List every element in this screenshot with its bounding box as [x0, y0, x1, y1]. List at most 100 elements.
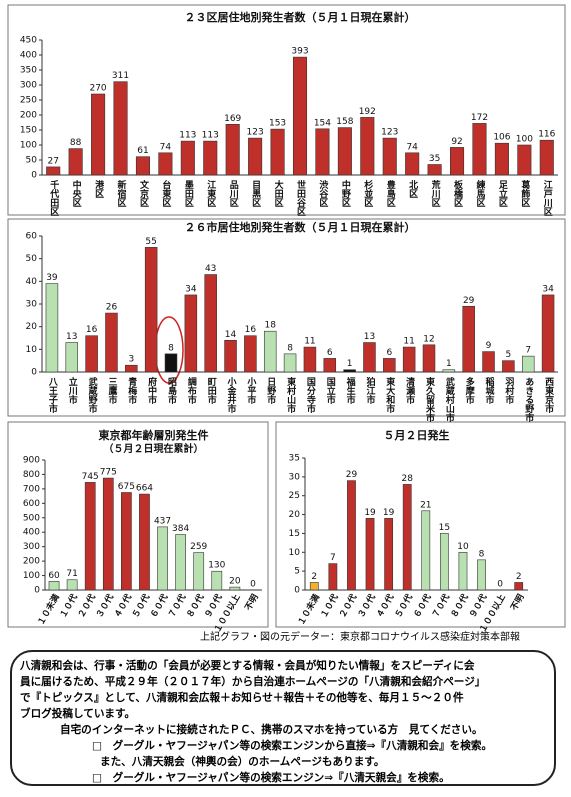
bar — [422, 344, 436, 373]
bar — [360, 117, 375, 176]
bar — [121, 492, 132, 591]
bar — [91, 93, 106, 176]
x-tick-label: 荒川区 — [430, 179, 442, 207]
data-label: 43 — [205, 264, 216, 274]
x-tick-label: 豊島区 — [385, 179, 396, 207]
data-label: 20 — [229, 577, 241, 587]
bar — [66, 579, 78, 591]
bar — [48, 581, 60, 591]
bar — [450, 147, 465, 176]
x-tick-label: 大田区 — [273, 179, 284, 207]
notice-line: で『トピックス』として、八清親和会広報＋お知らせ＋報告＋その他等を、毎月１５～２… — [20, 692, 464, 704]
bar — [135, 156, 150, 176]
data-label: 16 — [86, 325, 98, 335]
y-tick-label: 50 — [26, 156, 38, 166]
source: 上記グラフ・図の元データー：東京都コロナウイルス感染症対策本部報 — [200, 632, 520, 643]
data-label: 169 — [224, 114, 241, 124]
bar — [105, 312, 118, 373]
bar — [68, 148, 83, 176]
data-label: 8 — [479, 549, 485, 559]
data-label: 9 — [486, 341, 492, 351]
bar — [521, 355, 535, 373]
data-label: 34 — [542, 284, 554, 294]
data-label: 3 — [128, 355, 134, 365]
x-tick-label: 練馬区 — [474, 179, 486, 207]
chart-title: 東京都年齢層別発生件 — [99, 428, 209, 442]
data-label: 18 — [265, 321, 277, 331]
y-tick-label: 5 — [294, 567, 300, 577]
bar — [203, 140, 218, 176]
data-label: 664 — [136, 484, 153, 494]
data-label: 5 — [506, 350, 512, 360]
y-tick-label: 15 — [289, 529, 300, 539]
data-label: 675 — [118, 482, 135, 492]
data-label: 1 — [446, 359, 452, 369]
bar — [225, 124, 240, 176]
x-tick-label: 東村山市 — [285, 376, 296, 414]
bar — [180, 140, 195, 176]
data-label: 153 — [269, 119, 286, 129]
data-label: 100 — [516, 135, 533, 145]
x-tick-label: 福生市 — [345, 376, 357, 405]
data-label: 74 — [160, 142, 172, 152]
bar — [184, 294, 198, 373]
y-tick-label: 20 — [289, 510, 301, 520]
bar — [514, 582, 524, 591]
data-label: 26 — [106, 303, 118, 313]
bar — [193, 552, 205, 591]
notice: 八清親和会は、行事・活動の「会員が必要とする情報・会員が知りたい情報」をスピーデ… — [10, 650, 556, 786]
data-label: 12 — [423, 334, 434, 344]
bar — [402, 484, 412, 591]
x-tick-label: 中央区 — [71, 179, 82, 207]
x-tick-label: 狛江市 — [364, 376, 376, 405]
data-label: 437 — [154, 516, 171, 526]
y-tick-label: 0 — [31, 171, 37, 181]
x-tick-label: 青梅市 — [126, 376, 137, 405]
y-tick-label: 100 — [20, 141, 37, 151]
y-tick-label: 40 — [26, 277, 38, 287]
notice-line: □ グーグル・ヤフージャパン等の検索エンジン⇒『八清天親会』を検索。 — [92, 772, 450, 784]
x-tick-label: 北区 — [407, 179, 418, 198]
x-tick-label: 調布市 — [186, 376, 198, 405]
x-tick-label: 文京区 — [138, 179, 150, 207]
bar — [517, 144, 532, 176]
data-label: 116 — [538, 130, 555, 140]
bar — [477, 559, 486, 591]
data-label: 16 — [245, 325, 257, 335]
bar — [84, 482, 96, 591]
bar — [263, 330, 277, 373]
x-tick-label: 千代田区 — [48, 179, 60, 216]
x-tick-label: 葛飾区 — [519, 179, 531, 207]
x-tick-label: 東大和市 — [384, 376, 396, 414]
x-tick-label: 立川市 — [67, 376, 79, 405]
x-tick-label: 府中市 — [146, 376, 157, 405]
bar — [472, 123, 487, 176]
y-tick-label: 300 — [23, 542, 40, 552]
bar — [283, 353, 297, 373]
data-label: 88 — [70, 138, 82, 148]
x-tick-label: 稲城市 — [484, 376, 495, 405]
x-tick-label: 昭島市 — [166, 377, 177, 405]
notice-line: 自宅のインターネットに接続されたＰＣ、携帯のスマホを持っている方 見てください。 — [60, 724, 483, 736]
frame — [7, 421, 269, 628]
y-tick-label: 0 — [294, 586, 300, 596]
data-label: 154 — [314, 118, 331, 128]
bar — [462, 305, 475, 373]
data-label: 29 — [463, 296, 475, 306]
data-label: 39 — [46, 273, 58, 283]
data-label: 74 — [406, 142, 418, 152]
y-tick-label: 350 — [20, 66, 37, 76]
notice-line: 員に届けるため、平成２９年（２０１７年）から自治連ホームページの「八清親和会紹介… — [20, 676, 486, 688]
data-label: 13 — [364, 332, 375, 342]
data-label: 29 — [346, 470, 358, 480]
bar — [315, 128, 330, 176]
bar — [337, 127, 352, 176]
bar — [541, 294, 555, 373]
bar — [494, 142, 509, 176]
x-tick-label: 足立区 — [497, 180, 508, 207]
x-tick-label: あきる野市 — [523, 377, 534, 423]
data-label: 775 — [100, 468, 117, 478]
data-label: 6 — [327, 348, 333, 358]
bar — [113, 81, 128, 176]
bar — [402, 346, 416, 373]
